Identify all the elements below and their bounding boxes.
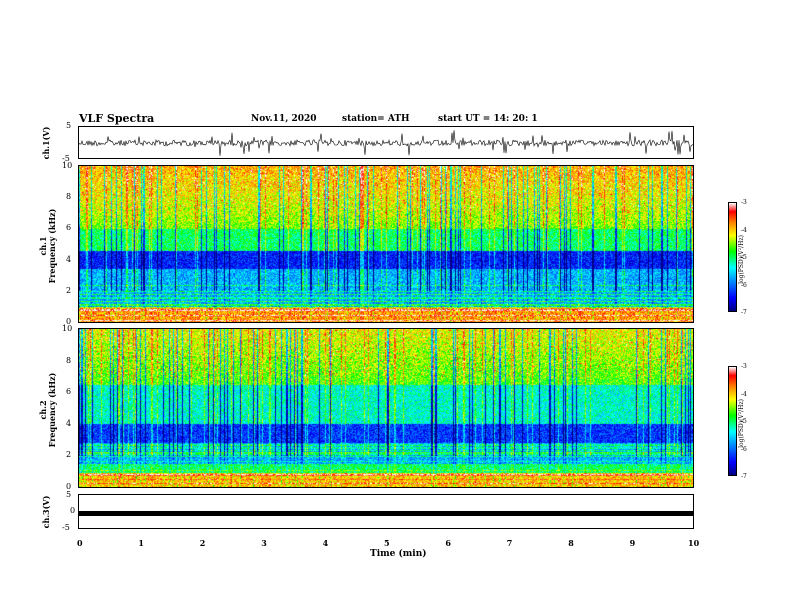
colorbar1-tick-3: -6 <box>741 281 747 289</box>
ch1-waveform-plot <box>79 130 693 156</box>
x-tick-3: 3 <box>261 538 267 548</box>
ch3-waveform-ylabel: ch.3(V) <box>41 495 51 529</box>
spec1-ytick-4: 4 <box>66 254 72 264</box>
ch2-colorbar-label: log(PSD)(V²/Hz) <box>737 399 745 448</box>
colorbar2-tick-3: -6 <box>741 445 747 453</box>
x-tick-9: 9 <box>629 538 636 548</box>
colorbar1-tick-0: -3 <box>741 199 747 206</box>
ch1-waveform-trace <box>79 130 693 156</box>
ch1-waveform-panel <box>78 126 694 159</box>
spec1-ytick-8: 8 <box>66 192 72 202</box>
x-tick-0: 0 <box>77 538 83 548</box>
station-label: station= ATH <box>342 114 410 124</box>
spec2-ytick-10: 10 <box>62 324 73 333</box>
ch2-spectrogram-image <box>79 329 693 487</box>
x-tick-4: 4 <box>322 538 329 548</box>
ch1-ytick-top: 5 <box>66 121 72 130</box>
colorbar2-tick-1: -4 <box>741 390 747 398</box>
ch2-colorbar <box>728 366 737 476</box>
x-axis-label: Time (min) <box>370 549 427 559</box>
colorbar2-tick-0: -3 <box>741 363 747 370</box>
ch1-colorbar <box>728 202 737 312</box>
ch1-waveform-ylabel: ch.1(V) <box>41 126 51 160</box>
ch2-spec-label-line2: Frequency (kHz) <box>47 372 57 448</box>
spec2-ytick-8: 8 <box>66 355 72 365</box>
spec1-ytick-10: 10 <box>62 161 73 170</box>
ch1-spectrogram-ylabel: ch.1 Frequency (kHz) <box>38 206 57 286</box>
colorbar1-tick-1: -4 <box>741 226 747 234</box>
x-tick-7: 7 <box>506 538 513 548</box>
x-tick-6: 6 <box>445 538 451 548</box>
x-tick-8: 8 <box>568 538 574 548</box>
ch1-spec-label-line2: Frequency (kHz) <box>47 208 57 284</box>
spec2-ytick-4: 4 <box>66 418 72 428</box>
x-tick-1: 1 <box>138 538 144 548</box>
x-tick-10: 10 <box>688 538 700 548</box>
spec2-ytick-2: 2 <box>66 450 72 460</box>
colorbar2-tick-4: -7 <box>741 473 747 480</box>
spec1-ytick-6: 6 <box>66 223 72 233</box>
ch3-ytick-bottom: -5 <box>62 523 70 532</box>
ch3-waveform-plot <box>79 511 693 516</box>
x-tick-2: 2 <box>199 538 206 548</box>
ch3-waveform-panel <box>78 494 694 529</box>
colorbar1-tick-2: -5 <box>741 254 747 261</box>
spec1-ytick-0: 0 <box>66 317 72 326</box>
spec2-ytick-6: 6 <box>66 387 72 397</box>
ch1-spectrogram-panel <box>78 165 694 323</box>
ch1-spectrogram-image <box>79 166 693 322</box>
colorbar1-tick-4: -7 <box>741 309 747 316</box>
ch2-spectrogram-panel <box>78 328 694 488</box>
ch2-spectrogram-ylabel: ch.2 Frequency (kHz) <box>38 370 57 450</box>
start-time-label: start UT = 14: 20: 1 <box>438 114 538 124</box>
ch3-waveform-trace <box>79 511 693 516</box>
ch1-ytick-bottom: -5 <box>62 154 70 163</box>
date-label: Nov.11, 2020 <box>251 114 317 124</box>
spec1-ytick-2: 2 <box>66 285 72 295</box>
colorbar2-tick-2: -5 <box>741 418 747 425</box>
x-tick-5: 5 <box>384 538 390 548</box>
ch1-colorbar-label: log(PSD)(V²/Hz) <box>737 235 745 284</box>
ch3-ytick-mid: 0 <box>70 506 76 515</box>
spec2-ytick-0: 0 <box>66 482 72 491</box>
ch3-ytick-top: 5 <box>66 490 72 499</box>
chart-title: VLF Spectra <box>79 112 155 125</box>
